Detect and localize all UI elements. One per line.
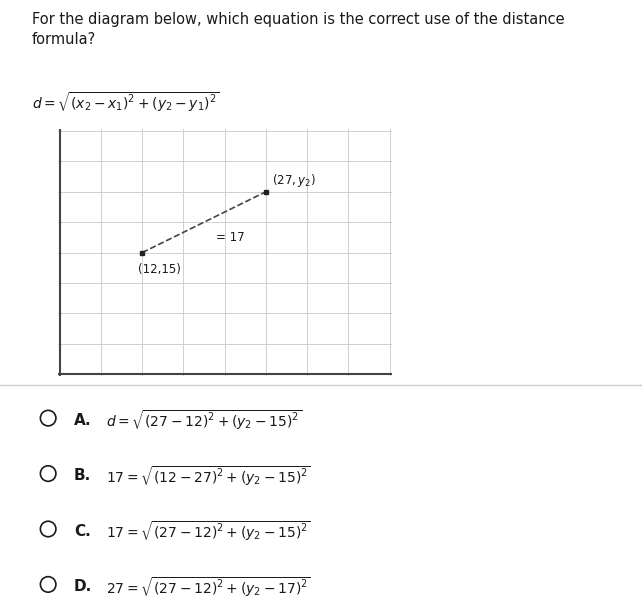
Text: $17 = \sqrt{(27-12)^2+(y_2-15)^2}$: $17 = \sqrt{(27-12)^2+(y_2-15)^2}$ bbox=[106, 519, 311, 543]
Text: $d = \sqrt{(27-12)^2+(y_2-15)^2}$: $d = \sqrt{(27-12)^2+(y_2-15)^2}$ bbox=[106, 408, 302, 432]
Text: A.: A. bbox=[74, 413, 91, 428]
Text: (12,15): (12,15) bbox=[138, 263, 181, 276]
Text: C.: C. bbox=[74, 524, 91, 539]
Text: $17 = \sqrt{(12-27)^2+(y_2-15)^2}$: $17 = \sqrt{(12-27)^2+(y_2-15)^2}$ bbox=[106, 464, 311, 488]
Text: D.: D. bbox=[74, 579, 92, 594]
Text: $(27, y_2)$: $(27, y_2)$ bbox=[272, 172, 316, 188]
Text: For the diagram below, which equation is the correct use of the distance
formula: For the diagram below, which equation is… bbox=[32, 12, 565, 47]
Text: $d = \sqrt{(x_2 - x_1)^2 + (y_2 - y_1)^2}$: $d = \sqrt{(x_2 - x_1)^2 + (y_2 - y_1)^2… bbox=[32, 90, 220, 113]
Text: $27 = \sqrt{(27-12)^2+(y_2-17)^2}$: $27 = \sqrt{(27-12)^2+(y_2-17)^2}$ bbox=[106, 575, 311, 599]
Text: = 17: = 17 bbox=[216, 231, 245, 244]
Text: B.: B. bbox=[74, 468, 91, 484]
